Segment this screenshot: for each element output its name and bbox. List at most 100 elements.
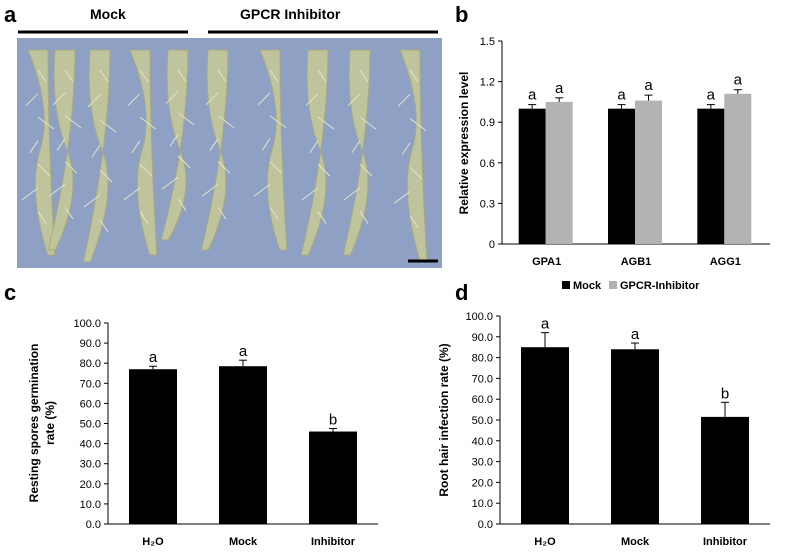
root-hair (139, 211, 149, 224)
root-hair (99, 219, 109, 233)
chart-d-bar (521, 347, 569, 524)
root-hair (305, 93, 319, 106)
root-hair (253, 183, 271, 197)
chart-b-yticks: 0 0.3 0.6 0.9 1.2 1.5 (480, 36, 502, 251)
chart-b-category-label: GPA1 (532, 256, 561, 268)
chart-d-ylabel: Root hair infection rate (%) (437, 343, 451, 496)
root-hair (343, 187, 361, 201)
root-hair (37, 211, 47, 224)
root-hair (317, 211, 327, 224)
root-hair (201, 183, 219, 197)
root-hair (409, 215, 419, 228)
root-hair (269, 69, 279, 83)
root-hair (99, 69, 109, 83)
chart-c-bar (219, 366, 267, 524)
chart-c-bars: a a b (129, 343, 357, 524)
root-hair (127, 93, 141, 106)
chart-c-bar (309, 431, 357, 524)
root-specimen (47, 49, 76, 251)
photo-background (17, 38, 442, 268)
root-hair (64, 206, 74, 220)
legend-swatch-inhibitor (609, 281, 617, 289)
chart-d-category-label: Mock (621, 536, 650, 548)
chart-c-ylabel-line2: rate (%) (43, 401, 57, 445)
root-hair (359, 116, 377, 130)
chart-d-bar (701, 416, 749, 524)
chart-d-tick-label: 30.0 (472, 457, 493, 469)
root-specimen (399, 49, 428, 261)
chart-b-significance-letter: a (555, 80, 564, 97)
root-hair (217, 206, 227, 220)
chart-d-tick-label: 50.0 (472, 415, 493, 427)
root-hair (52, 92, 66, 106)
chart-b-tick-label: 0.9 (480, 117, 495, 129)
chart-c-tick-label: 80.0 (80, 358, 101, 370)
chart-b-tick-label: 0.6 (480, 158, 495, 170)
group-label-inhibitor: GPCR Inhibitor (240, 6, 341, 22)
chart-c-tick-label: 50.0 (80, 419, 101, 431)
chart-c-category-label: Mock (229, 536, 258, 548)
root-hair (301, 187, 319, 201)
root-hair (99, 169, 113, 183)
chart-b-bar (724, 93, 752, 244)
root-hair (257, 92, 271, 106)
root-specimen (27, 49, 56, 256)
root-specimen (259, 49, 288, 251)
root-hair (177, 69, 187, 83)
chart-b-significance-letter: a (707, 87, 716, 104)
root-hair (209, 138, 219, 151)
chart-d-category-label: H₂O (534, 536, 556, 548)
chart-c-significance-letter: a (239, 343, 248, 360)
chart-d-categories: H₂O Mock Inhibitor (534, 536, 747, 548)
chart-b-category-label: AGB1 (621, 256, 652, 268)
root-hair (269, 115, 287, 129)
root-hair (317, 69, 327, 83)
root-hair (48, 183, 66, 197)
chart-c-category-label: H₂O (142, 536, 164, 548)
chart-d-significance-letter: a (631, 326, 640, 343)
root-hair (317, 163, 331, 177)
root-hair (56, 138, 66, 151)
chart-d-tick-label: 10.0 (472, 498, 493, 510)
chart-c-tick-label: 10.0 (80, 499, 101, 511)
chart-d-category-label: Inhibitor (703, 536, 748, 548)
legend-swatch-mock (562, 281, 570, 289)
legend: Mock GPCR-Inhibitor (562, 280, 700, 292)
root-hair (177, 155, 191, 169)
root-specimens (21, 49, 428, 263)
root-hair (99, 119, 117, 133)
chart-b-significance-letter: a (734, 72, 743, 89)
chart-d-tick-label: 40.0 (472, 436, 493, 448)
chart-d-tick-label: 0.0 (478, 519, 493, 531)
chart-b-bar (608, 108, 635, 245)
root-hair (269, 161, 283, 174)
root-hair (139, 116, 157, 130)
chart-b-bar (518, 108, 546, 245)
root-hair (317, 116, 335, 130)
chart-b-tick-label: 0.3 (480, 198, 495, 210)
legend-label-mock: Mock (573, 280, 602, 292)
chart-c-tick-label: 90.0 (80, 338, 101, 350)
root-hair (177, 112, 195, 126)
root-hair (37, 69, 47, 83)
root-hair (261, 138, 271, 151)
root-hair (397, 93, 411, 107)
chart-d-tick-label: 20.0 (472, 477, 493, 489)
chart-c-category-label: Inhibitor (311, 536, 356, 548)
chart-c-tick-label: 0.0 (86, 519, 101, 531)
chart-b-bar (545, 101, 573, 245)
root-hair (131, 140, 141, 153)
chart-c-ylabel-line1: Resting spores germination (27, 344, 41, 503)
root-hair (87, 94, 101, 108)
chart-c-significance-letter: b (329, 412, 337, 429)
chart-b-bar (697, 108, 725, 245)
root-hair (393, 191, 411, 204)
chart-d-tick-label: 70.0 (472, 373, 493, 385)
chart-b: 0 0.3 0.6 0.9 1.2 1.5 a a a a a a GPA1 AGB1 AGG1 Rel… (457, 36, 770, 268)
root-hair (401, 142, 411, 156)
chart-c-bar (129, 369, 177, 524)
root-hair (139, 163, 153, 177)
root-hair (409, 166, 423, 180)
root-specimen (342, 49, 371, 256)
